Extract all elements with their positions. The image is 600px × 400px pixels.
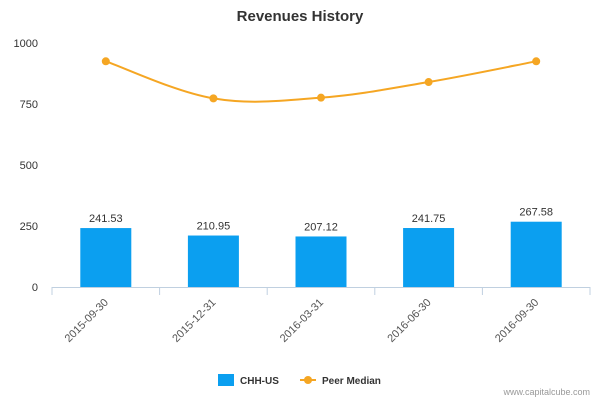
bar-data-label: 210.95: [197, 221, 231, 233]
legend-swatch-marker: [304, 376, 312, 384]
legend-label: Peer Median: [322, 376, 381, 387]
bar-series: [80, 221, 562, 287]
legend: CHH-US Peer Median: [218, 374, 381, 387]
legend-swatch-bar: [218, 374, 234, 386]
chart-title: Revenues History: [237, 8, 364, 25]
y-tick-label: 750: [20, 99, 38, 111]
bar-data-labels: 241.53 210.95 207.12 241.75 267.58: [89, 207, 553, 234]
bar-data-label: 241.75: [412, 213, 446, 225]
bar-data-label: 241.53: [89, 213, 123, 225]
y-axis: 0 250 500 750 1000: [14, 38, 38, 294]
x-axis: 2015-09-30 2015-12-31 2016-03-31 2016-06-30…: [51, 287, 591, 345]
y-tick-label: 500: [20, 160, 38, 172]
y-tick-label: 1000: [14, 38, 38, 50]
bar: [510, 221, 562, 287]
peer-median-point: [424, 78, 433, 87]
x-tick-label: 2015-12-31: [170, 297, 218, 345]
x-tick-label: 2015-09-30: [63, 297, 111, 345]
peer-median-point: [317, 93, 325, 102]
legend-label: CHH-US: [240, 376, 279, 387]
bar: [403, 228, 455, 287]
bar-data-label: 207.12: [304, 221, 338, 233]
y-tick-label: 250: [20, 221, 38, 233]
bar: [80, 228, 132, 287]
peer-median-point: [532, 57, 541, 66]
bar-data-label: 267.58: [519, 207, 553, 219]
bar: [187, 235, 239, 287]
peer-median-point: [101, 57, 110, 66]
x-tick-label: 2016-09-30: [493, 297, 541, 345]
x-tick-label: 2016-06-30: [385, 297, 433, 345]
credit-text: www.capitalcube.com: [502, 387, 590, 397]
bar: [295, 236, 347, 287]
line-series: [101, 57, 541, 103]
x-tick-label: 2016-03-31: [278, 297, 326, 345]
y-tick-label: 0: [32, 282, 38, 294]
peer-median-point: [209, 94, 218, 103]
